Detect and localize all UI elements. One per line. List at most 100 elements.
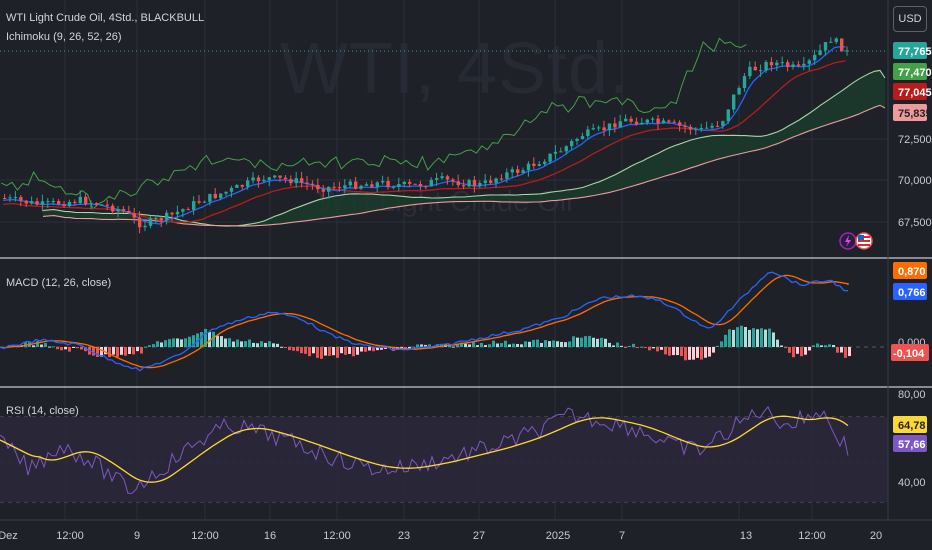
candle[interactable] (845, 46, 849, 56)
candle[interactable] (289, 175, 293, 187)
candle[interactable] (148, 215, 153, 229)
candle[interactable] (165, 210, 169, 225)
candle[interactable] (111, 203, 115, 215)
candle[interactable] (634, 117, 639, 126)
candle[interactable] (629, 116, 633, 124)
candle[interactable] (283, 175, 288, 183)
candle[interactable] (175, 205, 180, 219)
candle[interactable] (62, 201, 66, 208)
candle[interactable] (607, 123, 612, 137)
candle[interactable] (13, 190, 18, 202)
candle[interactable] (127, 205, 131, 215)
candle[interactable] (24, 200, 28, 208)
candle[interactable] (51, 198, 55, 206)
candle[interactable] (445, 174, 450, 185)
candle[interactable] (46, 198, 50, 208)
candle[interactable] (796, 60, 801, 68)
candle[interactable] (494, 177, 498, 188)
us-flag-icon[interactable] (855, 232, 873, 250)
candle[interactable] (348, 178, 352, 189)
candle[interactable] (251, 172, 255, 184)
candle[interactable] (748, 61, 752, 80)
candle[interactable] (575, 137, 579, 146)
candle[interactable] (3, 194, 7, 200)
candle[interactable] (273, 175, 277, 179)
candle[interactable] (775, 60, 779, 71)
candle[interactable] (780, 56, 784, 67)
candle[interactable] (710, 122, 714, 130)
candle[interactable] (580, 132, 585, 140)
candle[interactable] (240, 184, 244, 190)
candle[interactable] (521, 167, 525, 174)
time-axis[interactable]: Dez 12:00 9 12:00 16 12:00 23 27 2025 7 13 12:00 20 (0, 530, 882, 542)
candle[interactable] (408, 179, 412, 188)
candle[interactable] (537, 161, 541, 167)
candle[interactable] (375, 181, 379, 192)
candle[interactable] (829, 37, 833, 43)
candle[interactable] (526, 161, 531, 177)
candle[interactable] (656, 114, 660, 130)
candle[interactable] (78, 190, 82, 205)
candle[interactable] (186, 207, 190, 211)
candle[interactable] (818, 44, 822, 56)
candle[interactable] (786, 59, 790, 72)
candle[interactable] (143, 221, 147, 232)
candle[interactable] (321, 184, 325, 198)
candle[interactable] (159, 216, 163, 228)
candle[interactable] (30, 196, 34, 205)
candle[interactable] (213, 188, 217, 200)
candle[interactable] (192, 196, 196, 215)
candle[interactable] (715, 120, 720, 128)
candle[interactable] (316, 178, 320, 194)
candle[interactable] (440, 172, 444, 180)
candle[interactable] (651, 116, 655, 124)
candle[interactable] (100, 204, 104, 206)
candle[interactable] (359, 184, 363, 191)
candle[interactable] (305, 175, 309, 190)
candle[interactable] (705, 121, 709, 129)
candle[interactable] (197, 195, 201, 205)
candle[interactable] (823, 42, 828, 56)
candle[interactable] (834, 37, 838, 44)
candle[interactable] (726, 109, 730, 124)
candle[interactable] (224, 191, 228, 197)
candle[interactable] (256, 175, 261, 188)
candle[interactable] (499, 174, 504, 182)
candle[interactable] (548, 153, 552, 165)
candle[interactable] (332, 182, 336, 190)
candle[interactable] (310, 180, 315, 190)
candle[interactable] (116, 205, 120, 218)
symbol-title[interactable]: WTI Light Crude Oil, 4Std., BLACKBULL (6, 12, 204, 24)
candle[interactable] (402, 180, 406, 188)
candle[interactable] (813, 49, 817, 65)
candle[interactable] (791, 61, 795, 70)
candle[interactable] (489, 175, 493, 185)
candle[interactable] (386, 176, 390, 190)
candle[interactable] (235, 183, 239, 188)
candle[interactable] (769, 57, 774, 72)
candle[interactable] (570, 139, 574, 150)
candle[interactable] (364, 182, 369, 186)
candle[interactable] (424, 185, 428, 190)
candle[interactable] (543, 159, 547, 166)
candle[interactable] (764, 59, 768, 73)
candle[interactable] (262, 175, 266, 184)
candle[interactable] (451, 177, 455, 186)
candle[interactable] (154, 215, 158, 224)
candle[interactable] (737, 85, 741, 95)
candle[interactable] (661, 118, 666, 124)
candle[interactable] (732, 94, 736, 113)
candle[interactable] (597, 125, 601, 132)
candle[interactable] (294, 171, 298, 188)
candle[interactable] (418, 180, 423, 191)
candle[interactable] (742, 72, 747, 92)
candle[interactable] (354, 176, 358, 190)
candle[interactable] (67, 199, 72, 208)
candle[interactable] (246, 177, 250, 190)
candle[interactable] (208, 193, 212, 206)
candle[interactable] (472, 175, 477, 193)
candle[interactable] (505, 168, 509, 183)
candle[interactable] (688, 124, 693, 135)
currency-button[interactable]: USD (893, 6, 927, 32)
